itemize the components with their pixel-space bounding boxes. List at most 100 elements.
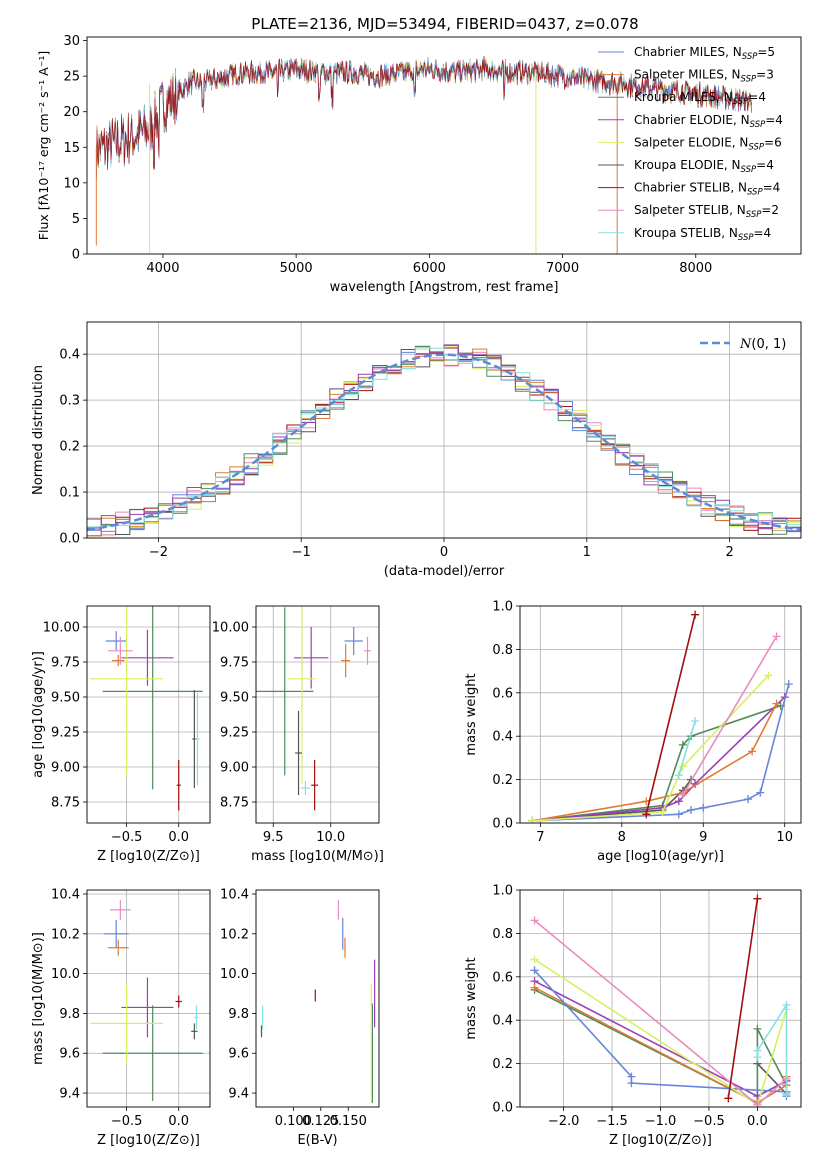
x-axis-label: (data-model)/error (384, 564, 505, 579)
panel-mass_weight_vs_age: 7 8 9 10 0.0 0.2 0.4 0.6 0.8 1.0 age [log10(age/yr… (464, 600, 802, 864)
tick-label-y: 0.0 (492, 817, 513, 832)
point-marker (748, 747, 757, 756)
series-line (532, 705, 781, 822)
tick-label-x: 7 (536, 830, 544, 845)
legend-subscript: SSP (741, 165, 757, 175)
tick-label-y: 1.0 (492, 884, 513, 899)
point-marker (699, 803, 708, 812)
tick-label-x: 1 (583, 545, 591, 560)
point-marker (530, 955, 539, 964)
point-marker (642, 810, 651, 819)
legend-subscript: SSP (750, 120, 766, 130)
legend-text: =6 (764, 135, 782, 149)
tick-label-x: −1.0 (645, 1114, 677, 1129)
legend-text: Kroupa MILES, N (634, 90, 733, 104)
legend-text: =4 (748, 90, 766, 104)
tick-label-y: 0.2 (492, 1057, 513, 1072)
tick-label-x: 0.0 (168, 1114, 189, 1129)
tick-label-y: 0.6 (492, 686, 513, 701)
tick-label-x: 10 (776, 830, 793, 845)
axes-frame (86, 889, 211, 1108)
x-axis-label: age [log10(age/yr)] (597, 849, 724, 864)
tick-label-y: 10.00 (212, 621, 249, 636)
tick-label-x: 0.0 (747, 1114, 768, 1129)
tick-label-y: 0.1 (59, 486, 80, 501)
tick-label-x: 8000 (679, 261, 712, 276)
x-axis-label: E(B-V) (297, 1133, 337, 1148)
axes-frame (86, 605, 211, 824)
tick-label-y: 10.00 (43, 621, 80, 636)
tick-label-y: 9.00 (51, 761, 80, 776)
series-line (678, 720, 696, 776)
y-axis-label: mass weight (464, 957, 479, 1039)
point-marker (753, 894, 762, 903)
tick-label-x: −1.5 (596, 1114, 628, 1129)
tick-label-x: 6000 (413, 261, 446, 276)
legend-subscript: SSP (742, 52, 758, 62)
tick-label-x: 0.150 (330, 1114, 367, 1129)
tick-label-y: 9.75 (51, 656, 80, 671)
y-axis-label: Normed distribution (31, 365, 46, 495)
plot-area (90, 606, 203, 811)
legend-text: =2 (761, 203, 779, 217)
tick-label-y: 0.8 (492, 927, 513, 942)
point-marker (674, 771, 683, 780)
tick-label-y: 10.0 (51, 967, 80, 982)
tick-label-y: 0.0 (59, 532, 80, 547)
tick-label-x: −0.5 (693, 1114, 725, 1129)
legend-subscript: SSP (746, 210, 762, 220)
point-marker (756, 788, 765, 797)
legend-text: Chabrier ELODIE, N (634, 113, 750, 127)
histogram-step (87, 348, 801, 537)
x-axis-label: Z [log10(Z/Z⊙)] (97, 849, 200, 864)
series-line (756, 1002, 788, 1094)
legend-text: Chabrier STELIB, N (634, 181, 747, 195)
point-marker (530, 916, 539, 925)
series-line (532, 779, 692, 822)
tick-label-x: −0.5 (111, 830, 143, 845)
legend-text: Salpeter ELODIE, N (634, 135, 748, 149)
point-marker (627, 1079, 636, 1088)
legend-label: Salpeter ELODIE, NSSP=6 (634, 135, 782, 152)
normal-curve (87, 353, 801, 532)
point-marker (772, 632, 781, 641)
tick-label-y: 15 (63, 141, 80, 156)
legend-label: Kroupa ELODIE, NSSP=4 (634, 158, 774, 175)
tick-label-y: 9.50 (220, 691, 249, 706)
tick-label-x: 7000 (546, 261, 579, 276)
legend-label: Kroupa STELIB, NSSP=4 (634, 226, 771, 243)
tick-label-y: 9.6 (59, 1047, 80, 1062)
tick-label-x: −2 (149, 545, 168, 560)
tick-label-y: 20 (63, 105, 80, 120)
spectrum-line (96, 56, 752, 179)
series-line (645, 614, 696, 815)
legend: N(0, 1) (700, 337, 786, 352)
y-axis-label: age [log10(age/yr)] (31, 651, 46, 778)
panel-spectrum: 4000 5000 6000 7000 8000 0 5 10 15 20 25 30 waveleng… (36, 34, 802, 295)
tick-label-y: 8.75 (51, 796, 80, 811)
tick-label-y: 0.2 (492, 773, 513, 788)
point-marker (530, 966, 539, 975)
legend-text: Salpeter STELIB, N (634, 203, 746, 217)
tick-label-x: −1 (292, 545, 311, 560)
legend-label: Chabrier MILES, NSSP=5 (634, 45, 775, 62)
tick-label-x: −0.5 (111, 1114, 143, 1129)
plot-area (528, 610, 793, 823)
spectrum-line (96, 59, 752, 172)
series-line (532, 703, 778, 822)
legend-label: Chabrier STELIB, NSSP=4 (634, 181, 780, 198)
tick-label-x: 2 (725, 545, 733, 560)
axes-frame (86, 321, 802, 539)
plot-area (260, 899, 376, 1104)
legend-subscript: SSP (733, 97, 749, 107)
plot-area (530, 894, 791, 1107)
legend-text: Chabrier MILES, N (634, 45, 742, 59)
axes-frame (255, 889, 380, 1108)
axes-frame (255, 605, 380, 824)
series-line (682, 635, 778, 796)
point-marker (753, 1046, 762, 1055)
x-axis-label: mass [log10(M/M⊙)] (251, 849, 384, 864)
legend-subscript: SSP (748, 142, 764, 152)
point-marker (691, 610, 700, 619)
legend-label: Salpeter MILES, NSSP=3 (634, 68, 774, 85)
